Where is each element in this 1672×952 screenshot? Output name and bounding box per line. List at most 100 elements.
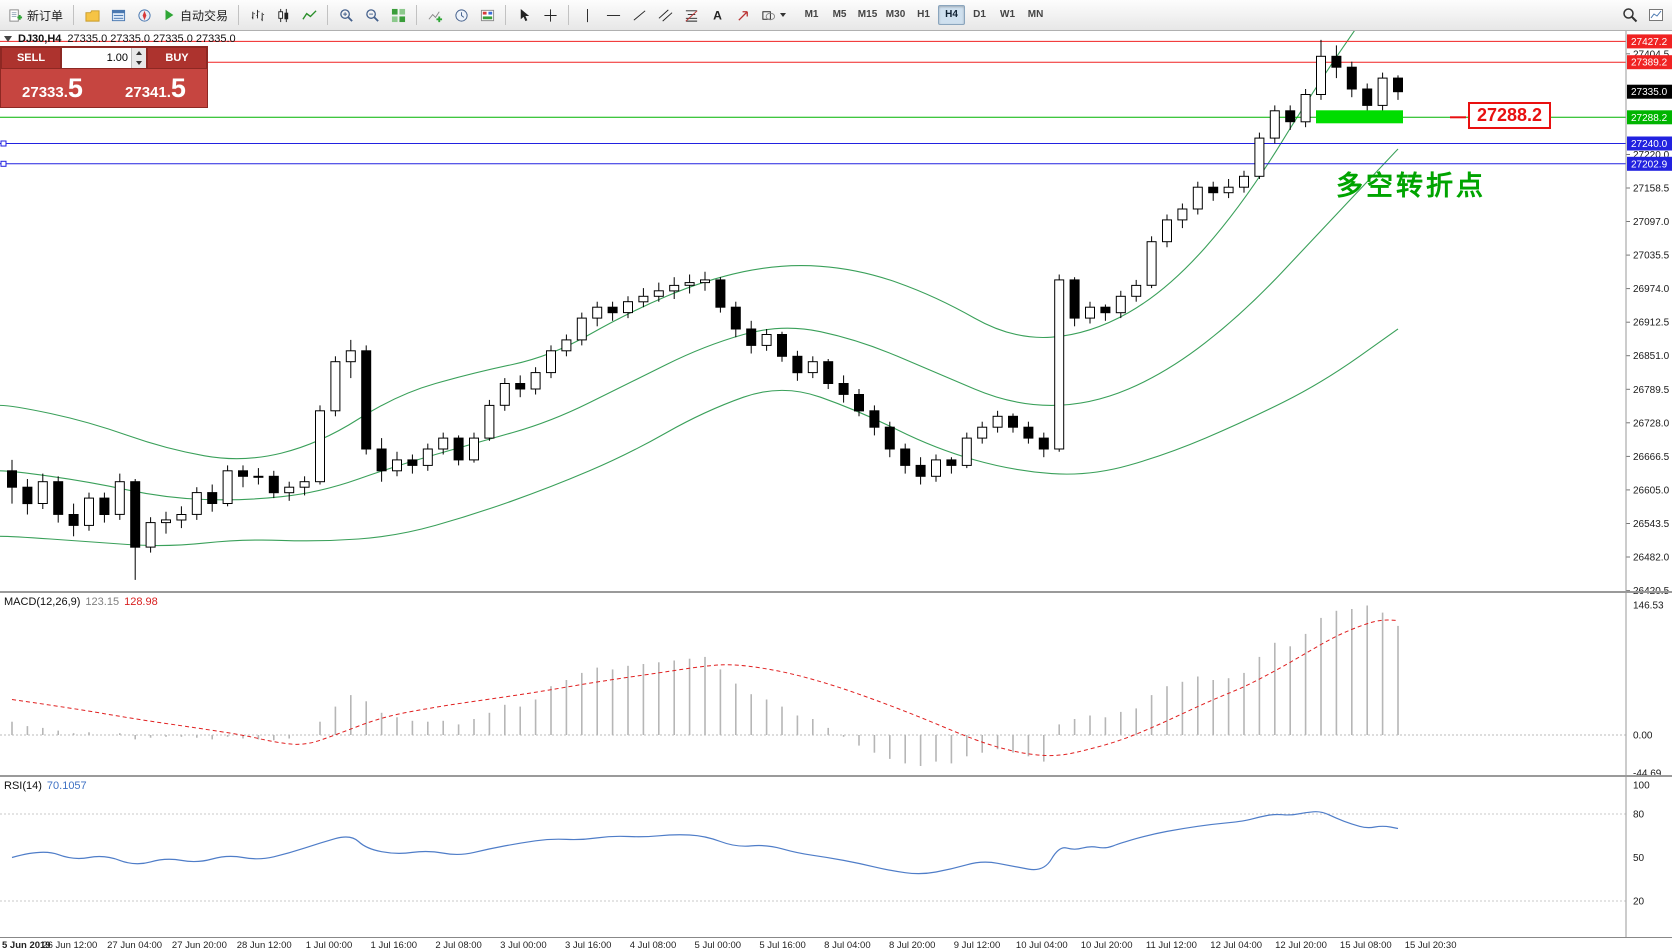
sell-button-label: SELL bbox=[16, 52, 46, 64]
macd-label: MACD(12,26,9) 123.15 128.98 bbox=[4, 596, 158, 608]
line-handle[interactable] bbox=[0, 140, 7, 147]
price-scale-label: 26666.5 bbox=[1633, 452, 1670, 463]
navigator-icon[interactable] bbox=[132, 3, 156, 27]
rsi-scale-label: 80 bbox=[1633, 810, 1645, 821]
cursor-icon[interactable] bbox=[512, 3, 536, 27]
arrow-label-tool-icon[interactable] bbox=[731, 3, 755, 27]
candle bbox=[1377, 77, 1388, 106]
time-axis-label: 28 Jun 12:00 bbox=[236, 940, 292, 951]
channel-tool-icon[interactable] bbox=[653, 3, 677, 27]
line-handle[interactable] bbox=[0, 160, 7, 167]
candle bbox=[1008, 415, 1018, 428]
turning-zone-rect[interactable] bbox=[1316, 110, 1403, 124]
autotrading-label: 自动交易 bbox=[180, 8, 229, 23]
time-axis-label: 4 Jul 08:00 bbox=[629, 940, 677, 951]
fibonacci-tool-icon[interactable] bbox=[679, 3, 703, 27]
candle bbox=[915, 464, 926, 477]
line-chart-icon[interactable] bbox=[297, 3, 321, 27]
time-axis-label: 1 Jul 16:00 bbox=[370, 940, 418, 951]
zoom-out-icon[interactable] bbox=[360, 3, 384, 27]
timeframe-button-m15[interactable]: M15 bbox=[854, 5, 881, 25]
timeframe-button-d1[interactable]: D1 bbox=[966, 5, 993, 25]
candle bbox=[1208, 186, 1219, 194]
time-axis-label: 5 Jul 00:00 bbox=[694, 940, 742, 951]
turning-point-annotation[interactable]: 多空转折点 bbox=[1336, 171, 1486, 201]
timeframe-button-h1[interactable]: H1 bbox=[910, 5, 937, 25]
time-axis-label: 8 Jul 04:00 bbox=[824, 940, 871, 951]
price-callout[interactable]: 27288.2 bbox=[1468, 102, 1552, 129]
new-chart-window-icon[interactable] bbox=[1644, 3, 1668, 27]
crosshair-icon[interactable] bbox=[538, 3, 562, 27]
candle bbox=[499, 383, 510, 406]
price-badge bbox=[1627, 110, 1672, 125]
indicators-button[interactable] bbox=[423, 3, 447, 27]
autotrading-button[interactable]: 自动交易 bbox=[158, 3, 232, 27]
candle bbox=[361, 350, 372, 450]
candle bbox=[392, 459, 402, 472]
toolbar-separator bbox=[73, 5, 75, 25]
market-watch-icon[interactable] bbox=[106, 3, 130, 27]
new-order-button[interactable]: 新订单 bbox=[4, 3, 67, 27]
bar-chart-icon[interactable] bbox=[245, 3, 269, 27]
candle bbox=[1239, 175, 1249, 188]
candle bbox=[114, 481, 125, 515]
tile-windows-icon[interactable] bbox=[386, 3, 410, 27]
timeframe-button-h4[interactable]: H4 bbox=[938, 5, 966, 25]
candle bbox=[345, 350, 356, 363]
text-tool-icon[interactable]: A bbox=[705, 3, 729, 27]
timeframe-button-m5[interactable]: M5 bbox=[826, 5, 853, 25]
horizontal-line-tool-icon[interactable] bbox=[601, 3, 625, 27]
volume-increase-button[interactable] bbox=[132, 48, 146, 58]
zoom-in-icon[interactable] bbox=[334, 3, 358, 27]
time-axis-label: 5 Jun 2019 bbox=[2, 940, 51, 951]
candle bbox=[546, 350, 556, 374]
buy-price[interactable]: 27341.5 bbox=[125, 72, 186, 103]
trendline-tool-icon[interactable] bbox=[627, 3, 651, 27]
rsi-scale-label: 100 bbox=[1633, 781, 1650, 792]
candle bbox=[145, 522, 156, 548]
sell-price-main: 27333 bbox=[22, 83, 64, 101]
timeframe-button-m1[interactable]: M1 bbox=[798, 5, 825, 25]
timeframe-button-mn[interactable]: MN bbox=[1022, 5, 1049, 25]
sell-price[interactable]: 27333.5 bbox=[22, 72, 83, 103]
search-icon[interactable] bbox=[1618, 3, 1642, 27]
time-axis-label: 27 Jun 20:00 bbox=[171, 940, 227, 951]
macd-panel bbox=[0, 605, 1626, 766]
candle bbox=[68, 514, 79, 526]
time-axis[interactable]: 5 Jun 2019 26 Jun 12:00 27 Jun 04:00 27 Jun… bbox=[0, 937, 1672, 952]
candle bbox=[1177, 208, 1188, 221]
templates-button[interactable] bbox=[475, 3, 499, 27]
timeframe-button-m30[interactable]: M30 bbox=[882, 5, 909, 25]
panel-separator[interactable] bbox=[0, 775, 1672, 777]
candle bbox=[961, 437, 972, 466]
time-axis-label: 8 Jul 20:00 bbox=[888, 940, 936, 951]
volume-input[interactable] bbox=[62, 48, 131, 68]
sell-button[interactable]: SELL bbox=[1, 47, 61, 69]
candle bbox=[84, 497, 94, 526]
periods-button[interactable] bbox=[449, 3, 473, 27]
price-scale-label: 27035.5 bbox=[1633, 251, 1670, 262]
timeframe-button-w1[interactable]: W1 bbox=[994, 5, 1021, 25]
candle bbox=[638, 295, 649, 303]
one-click-trading-panel: SELL BUY 27333.5 27341.5 bbox=[0, 46, 208, 108]
candle bbox=[607, 306, 618, 314]
profiles-icon[interactable] bbox=[80, 3, 104, 27]
candle bbox=[1346, 66, 1357, 90]
macd-scale-label: -44.69 bbox=[1633, 769, 1662, 780]
collapse-icon[interactable] bbox=[4, 35, 12, 43]
candle bbox=[315, 410, 325, 483]
vertical-line-tool-icon[interactable] bbox=[575, 3, 599, 27]
candle bbox=[1162, 219, 1172, 243]
candlestick-chart-icon[interactable] bbox=[271, 3, 295, 27]
bollinger-middle-line bbox=[0, 148, 1399, 501]
price-badge bbox=[1627, 34, 1672, 49]
rsi-scale-label: 50 bbox=[1633, 853, 1645, 864]
candle bbox=[1115, 295, 1126, 314]
time-axis-label: 3 Jul 00:00 bbox=[500, 940, 547, 951]
shapes-tool-icon[interactable] bbox=[757, 3, 790, 27]
volume-decrease-button[interactable] bbox=[132, 58, 146, 68]
price-badge-label: 27202.9 bbox=[1631, 159, 1668, 170]
panel-separator[interactable] bbox=[0, 591, 1672, 593]
candle bbox=[684, 282, 695, 286]
buy-button[interactable]: BUY bbox=[147, 47, 207, 69]
